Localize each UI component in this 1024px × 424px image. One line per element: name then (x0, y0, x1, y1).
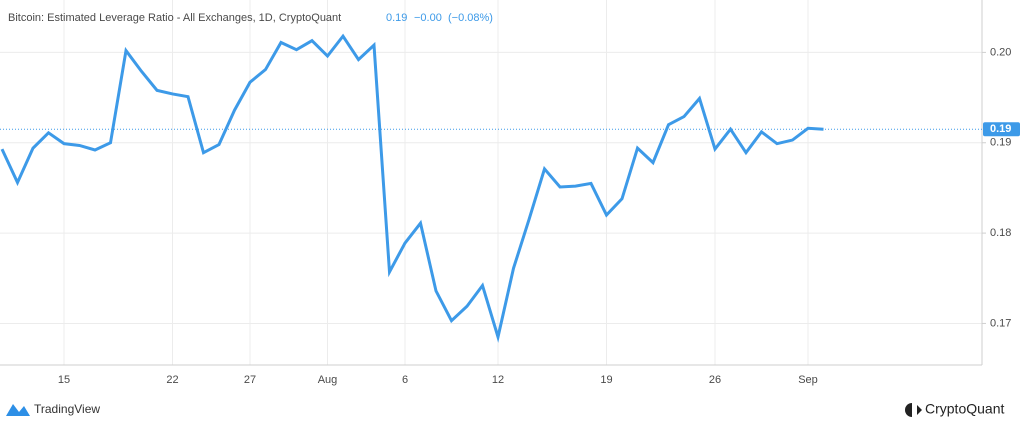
legend-change: −0.00 (414, 12, 442, 24)
x-tick-label: 22 (166, 374, 178, 386)
x-tick-label: Aug (318, 374, 338, 386)
brand-left: TradingView (34, 402, 100, 416)
y-tick-label: 0.17 (990, 317, 1011, 329)
y-tick-label: 0.19 (990, 137, 1011, 149)
grid (0, 0, 982, 365)
legend-change-pct: (−0.08%) (448, 12, 493, 24)
y-tick-label: 0.18 (990, 227, 1011, 239)
x-tick-label: 6 (402, 374, 408, 386)
data-line (0, 33, 824, 343)
x-tick-label: 12 (492, 374, 504, 386)
y-tick-label: 0.20 (990, 46, 1011, 58)
x-tick-label: Sep (798, 374, 818, 386)
plot-area (0, 33, 982, 343)
x-tick-label: 15 (58, 374, 70, 386)
legend-value: 0.19 (386, 12, 407, 24)
x-tick-label: 27 (244, 374, 256, 386)
x-tick-label: 19 (600, 374, 612, 386)
labels: 0.20 0.19 0.18 0.17 15 22 27 Aug 6 12 19 26 Sep 0.19 (58, 46, 1020, 386)
cryptoquant-logo (905, 403, 922, 417)
brand-right: CryptoQuant (925, 401, 1004, 417)
tradingview-logo (6, 404, 30, 416)
last-value-box (983, 122, 1020, 137)
chart-title: Bitcoin: Estimated Leverage Ratio - All … (8, 12, 341, 24)
x-tick-label: 26 (709, 374, 721, 386)
last-value-label: 0.19 (990, 123, 1011, 135)
